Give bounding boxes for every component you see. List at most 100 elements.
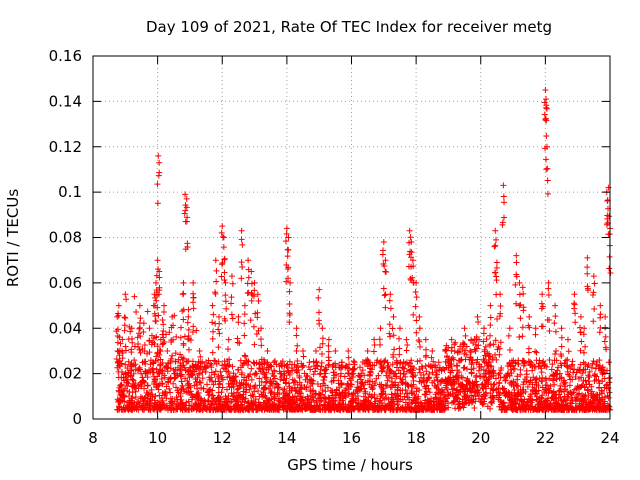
scatter-point <box>512 400 519 407</box>
roti-point <box>228 311 235 318</box>
roti-point <box>386 321 393 328</box>
roti-point <box>255 297 262 304</box>
scatter-point <box>226 373 233 380</box>
scatter-point <box>455 380 462 387</box>
scatter-point <box>586 368 593 375</box>
scatter-point <box>416 387 423 394</box>
roti-point <box>572 319 579 326</box>
roti-point <box>538 323 545 330</box>
roti-point <box>542 87 549 94</box>
scatter-point <box>134 403 141 410</box>
scatter-point <box>473 378 480 385</box>
scatter-point <box>193 378 200 385</box>
scatter-point <box>525 406 532 413</box>
roti-point <box>169 313 176 320</box>
roti-point <box>286 312 293 319</box>
roti-point <box>164 347 171 354</box>
scatter-point <box>413 388 420 395</box>
scatter-point <box>234 397 241 404</box>
scatter-point <box>247 383 254 390</box>
roti-point <box>376 359 383 366</box>
scatter-point <box>189 329 196 336</box>
roti-point <box>492 236 499 243</box>
scatter-point <box>194 374 201 381</box>
scatter-point <box>500 386 507 393</box>
scatter-point <box>392 379 399 386</box>
roti-point <box>146 338 153 345</box>
scatter-point <box>118 381 125 388</box>
roti-point <box>164 368 171 375</box>
roti-point <box>264 347 271 354</box>
scatter-point <box>553 376 560 383</box>
roti-point <box>517 315 524 322</box>
roti-point <box>248 268 255 275</box>
scatter-point <box>465 397 472 404</box>
roti-point <box>397 359 404 366</box>
y-axis-label: ROTI / TECUs <box>4 189 22 287</box>
scatter-point <box>589 360 596 367</box>
roti-point <box>412 303 419 310</box>
scatter-point <box>483 377 490 384</box>
y-tick-label: 0.12 <box>49 138 82 156</box>
roti-point <box>487 322 494 329</box>
scatter-point <box>424 405 431 412</box>
roti-point <box>543 156 550 163</box>
roti-point <box>160 328 167 335</box>
scatter-point <box>606 389 613 396</box>
scatter-point <box>373 375 380 382</box>
scatter-point <box>393 398 400 405</box>
scatter-point <box>496 370 503 377</box>
scatter-point <box>447 369 454 376</box>
scatter-point <box>404 381 411 388</box>
scatter-point <box>408 370 415 377</box>
roti-point <box>174 370 181 377</box>
scatter-point <box>452 339 459 346</box>
scatter-point <box>251 360 258 367</box>
roti-point <box>332 360 339 367</box>
scatter-point <box>238 371 245 378</box>
scatter-point <box>564 388 571 395</box>
scatter-point <box>161 372 168 379</box>
scatter-point <box>527 393 534 400</box>
scatter-point <box>534 406 541 413</box>
roti-point <box>300 362 307 369</box>
scatter-point <box>125 406 132 413</box>
scatter-point <box>278 399 285 406</box>
roti-point <box>584 254 591 261</box>
scatter-point <box>211 357 218 364</box>
scatter-point <box>177 324 184 331</box>
scatter-point <box>316 371 323 378</box>
scatter-point <box>555 364 562 371</box>
scatter-point <box>293 397 300 404</box>
roti-point <box>480 325 487 332</box>
scatter-point <box>288 406 295 413</box>
scatter-point <box>285 398 292 405</box>
scatter-point <box>211 404 218 411</box>
scatter-point <box>517 366 524 373</box>
roti-point <box>501 199 508 206</box>
scatter-point <box>289 394 296 401</box>
roti-point <box>494 315 501 322</box>
roti-point <box>408 239 415 246</box>
scatter-point <box>474 386 481 393</box>
roti-point <box>142 368 149 375</box>
scatter-point <box>256 382 263 389</box>
roti-point <box>215 358 222 365</box>
roti-point <box>448 344 455 351</box>
scatter-point <box>402 373 409 380</box>
roti-point <box>216 320 223 327</box>
scatter-point <box>351 406 358 413</box>
roti-point <box>526 324 533 331</box>
scatter-point <box>456 398 463 405</box>
roti-point <box>239 264 246 271</box>
roti-point <box>318 359 325 366</box>
scatter-point <box>187 384 194 391</box>
roti-point <box>226 356 233 363</box>
roti-point <box>500 193 507 200</box>
scatter-point <box>212 398 219 405</box>
scatter-point <box>244 362 251 369</box>
roti-point <box>519 333 526 340</box>
scatter-point <box>451 341 458 348</box>
scatter-point <box>161 392 168 399</box>
